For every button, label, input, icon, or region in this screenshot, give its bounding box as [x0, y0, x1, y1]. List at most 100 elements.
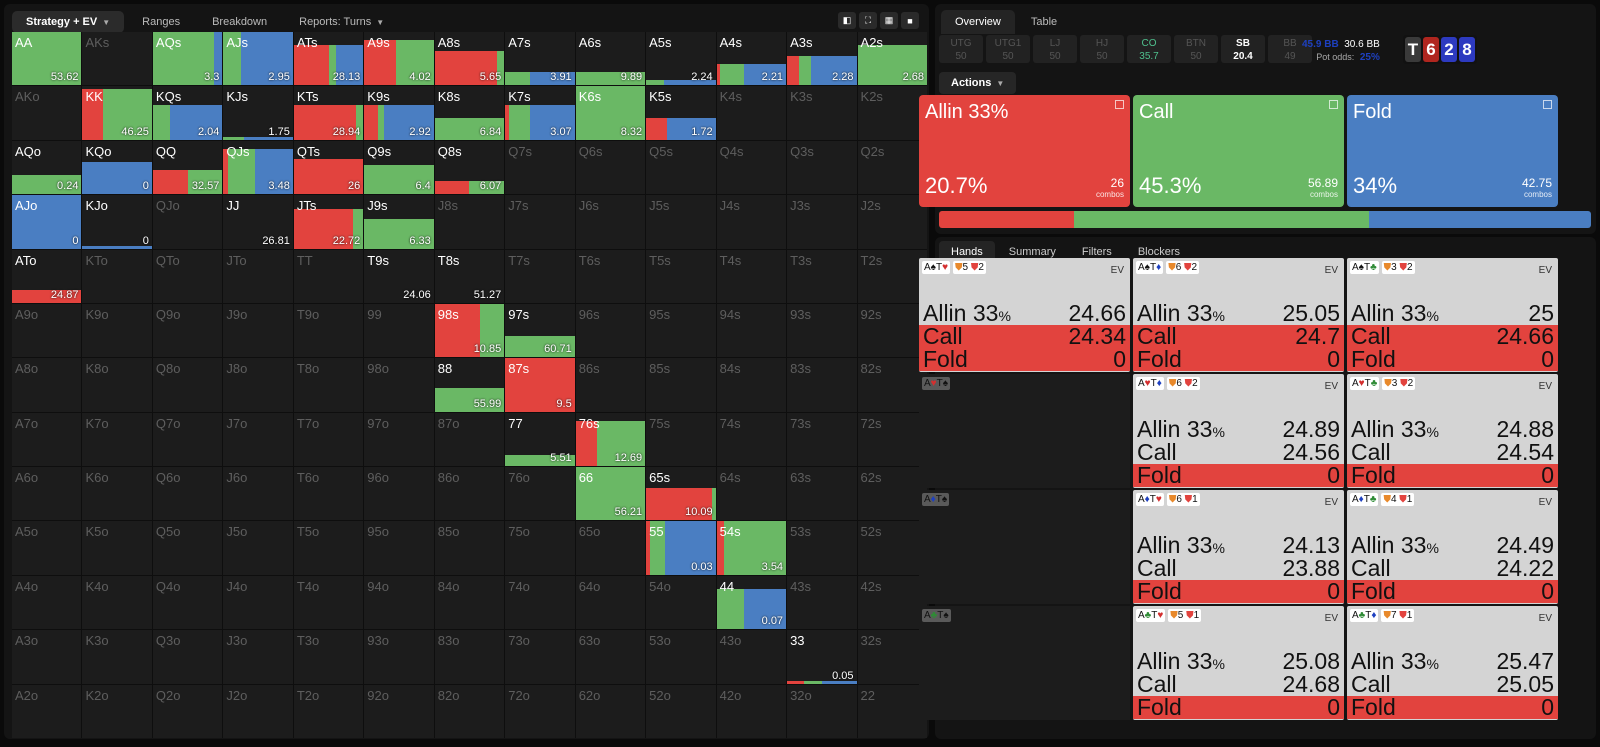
hand-cell-86o[interactable]: 86o	[434, 467, 505, 521]
hand-cell-96o[interactable]: 96o	[364, 467, 434, 521]
hand-cell-44[interactable]: 44 0.07	[716, 575, 787, 630]
hand-card[interactable]: A♠T♣ ⛊3 ⛊2 EV Allin 33% 25 Call 24.66 Fold 0	[1347, 258, 1558, 372]
tab-strategy-ev[interactable]: Strategy + EV ▼	[12, 11, 125, 33]
hand-cell-53o[interactable]: 53o	[646, 630, 716, 684]
hand-cell-A5s[interactable]: A5s 2.24	[646, 32, 716, 86]
hand-cell-94o[interactable]: 94o	[364, 575, 434, 630]
hand-cell-86s[interactable]: 86s	[575, 358, 646, 412]
hand-cell-T2s[interactable]: T2s	[857, 249, 927, 303]
hand-cell-72o[interactable]: 72o	[505, 684, 575, 738]
hand-cell-AKs[interactable]: AKs	[82, 32, 152, 86]
hand-cell-Q5s[interactable]: Q5s	[646, 140, 716, 195]
hand-cell-Q9o[interactable]: Q9o	[152, 303, 223, 358]
actions-dropdown[interactable]: Actions ▼	[939, 72, 1017, 94]
hand-cell-63o[interactable]: 63o	[575, 630, 646, 684]
hand-cell-92s[interactable]: 92s	[857, 303, 927, 358]
hand-cell-A3o[interactable]: A3o	[12, 630, 82, 684]
hand-cell-33[interactable]: 33 0.05	[787, 630, 857, 684]
hand-cell-J5o[interactable]: J5o	[223, 521, 293, 575]
hand-cell-32o[interactable]: 32o	[787, 684, 857, 738]
hand-cell-Q3o[interactable]: Q3o	[152, 630, 223, 684]
hand-cell-Q3s[interactable]: Q3s	[787, 140, 857, 195]
tab-filters[interactable]: Filters	[1081, 246, 1112, 258]
hand-cell-73s[interactable]: 73s	[787, 412, 857, 467]
hand-cell-T6o[interactable]: T6o	[293, 467, 364, 521]
hand-card[interactable]: A♠T♥ ⛊5 ⛊2 EV Allin 33% 24.66 Call 24.34 Fold 0	[919, 258, 1130, 372]
tab-summary[interactable]: Summary	[1008, 246, 1056, 258]
hand-cell-T9o[interactable]: T9o	[293, 303, 364, 358]
hand-cell-J5s[interactable]: J5s	[646, 195, 716, 249]
hand-cell-KQs[interactable]: KQs 2.04	[152, 86, 223, 140]
hand-cell-A6o[interactable]: A6o	[12, 467, 82, 521]
hand-cell-Q9s[interactable]: Q9s 6.4	[364, 140, 434, 195]
hand-cell-QTs[interactable]: QTs 26	[293, 140, 364, 195]
hand-cell-T7o[interactable]: T7o	[293, 412, 364, 467]
hand-cell-82o[interactable]: 82o	[434, 684, 505, 738]
hand-cell-J7s[interactable]: J7s	[505, 195, 575, 249]
hand-cell-QJo[interactable]: QJo	[152, 195, 223, 249]
hand-cell-K7s[interactable]: K7s 3.07	[505, 86, 575, 140]
hand-card[interactable]: A♥T♣ ⛊3 ⛊2 EV Allin 33% 24.88 Call 24.54 Fold 0	[1347, 374, 1558, 488]
hand-cell-75o[interactable]: 75o	[505, 521, 575, 575]
hand-cell-J9o[interactable]: J9o	[223, 303, 293, 358]
hand-cell-32s[interactable]: 32s	[857, 630, 927, 684]
hand-cell-A4o[interactable]: A4o	[12, 575, 82, 630]
hand-cell-95s[interactable]: 95s	[646, 303, 716, 358]
hand-cell-A4s[interactable]: A4s 2.21	[716, 32, 787, 86]
hand-cell-J4s[interactable]: J4s	[716, 195, 787, 249]
hand-card[interactable]: A♦T♣ ⛊4 ⛊1 EV Allin 33% 24.49 Call 24.22 Fold 0	[1347, 490, 1558, 604]
hand-cell-AKo[interactable]: AKo	[12, 86, 82, 140]
position-hj[interactable]: HJ 50	[1080, 35, 1124, 63]
hand-cell-Q2s[interactable]: Q2s	[857, 140, 927, 195]
hand-cell-97o[interactable]: 97o	[364, 412, 434, 467]
hand-cell-T4s[interactable]: T4s	[716, 249, 787, 303]
hand-cell-K2s[interactable]: K2s	[857, 86, 927, 140]
hand-cell-T9s[interactable]: T9s 24.06	[364, 249, 434, 303]
hand-cell-Q2o[interactable]: Q2o	[152, 684, 223, 738]
hand-cell-KQo[interactable]: KQo 0	[82, 140, 152, 195]
hand-cell-T5s[interactable]: T5s	[646, 249, 716, 303]
hand-cell-A8s[interactable]: A8s 5.65	[434, 32, 505, 86]
hand-cell-65o[interactable]: 65o	[575, 521, 646, 575]
hand-cell-76o[interactable]: 76o	[505, 467, 575, 521]
hand-cell-AJo[interactable]: AJo 0	[12, 195, 82, 249]
hand-cell-76s[interactable]: 76s 12.69	[575, 412, 646, 467]
hand-card[interactable]: A♥T♦ ⛊6 ⛊2 EV Allin 33% 24.89 Call 24.56 Fold 0	[1133, 374, 1344, 488]
hand-cell-54o[interactable]: 54o	[646, 575, 716, 630]
hand-cell-97s[interactable]: 97s 60.71	[505, 303, 575, 358]
tab-overview[interactable]: Overview	[941, 10, 1015, 34]
hand-cell-54s[interactable]: 54s 3.54	[716, 521, 787, 575]
hand-cell-53s[interactable]: 53s	[787, 521, 857, 575]
hand-cell-87o[interactable]: 87o	[434, 412, 505, 467]
hand-cell-JTs[interactable]: JTs 22.72	[293, 195, 364, 249]
detail-icon[interactable]	[1329, 100, 1338, 109]
hand-cell-T3s[interactable]: T3s	[787, 249, 857, 303]
hand-cell-TT[interactable]: TT	[293, 249, 364, 303]
hand-cell-KTo[interactable]: KTo	[82, 249, 152, 303]
hand-cell-KJo[interactable]: KJo 0	[82, 195, 152, 249]
hand-cell-87s[interactable]: 87s 9.5	[505, 358, 575, 412]
hand-cell-43o[interactable]: 43o	[716, 630, 787, 684]
hand-cell-74s[interactable]: 74s	[716, 412, 787, 467]
hand-cell-98o[interactable]: 98o	[364, 358, 434, 412]
grid-icon[interactable]: ▦	[880, 12, 898, 29]
hand-cell-K4o[interactable]: K4o	[82, 575, 152, 630]
hand-cell-K5s[interactable]: K5s 1.72	[646, 86, 716, 140]
position-bb[interactable]: BB 49	[1268, 35, 1312, 63]
hand-cell-K9o[interactable]: K9o	[82, 303, 152, 358]
hand-cell-93s[interactable]: 93s	[787, 303, 857, 358]
hand-cell-92o[interactable]: 92o	[364, 684, 434, 738]
tab-ranges[interactable]: Ranges	[128, 11, 194, 33]
hand-cell-J6o[interactable]: J6o	[223, 467, 293, 521]
tab-reports-turns[interactable]: Reports: Turns ▼	[285, 11, 398, 33]
hand-cell-K9s[interactable]: K9s 2.92	[364, 86, 434, 140]
position-sb[interactable]: SB 20.4	[1221, 35, 1265, 63]
hand-cell-Q8s[interactable]: Q8s 6.07	[434, 140, 505, 195]
hand-cell-K8s[interactable]: K8s 6.84	[434, 86, 505, 140]
hand-cell-42o[interactable]: 42o	[716, 684, 787, 738]
hand-cell-52o[interactable]: 52o	[646, 684, 716, 738]
hand-cell-K7o[interactable]: K7o	[82, 412, 152, 467]
position-co[interactable]: CO 35.7	[1127, 35, 1171, 63]
hand-cell-Q4s[interactable]: Q4s	[716, 140, 787, 195]
hand-cell-52s[interactable]: 52s	[857, 521, 927, 575]
